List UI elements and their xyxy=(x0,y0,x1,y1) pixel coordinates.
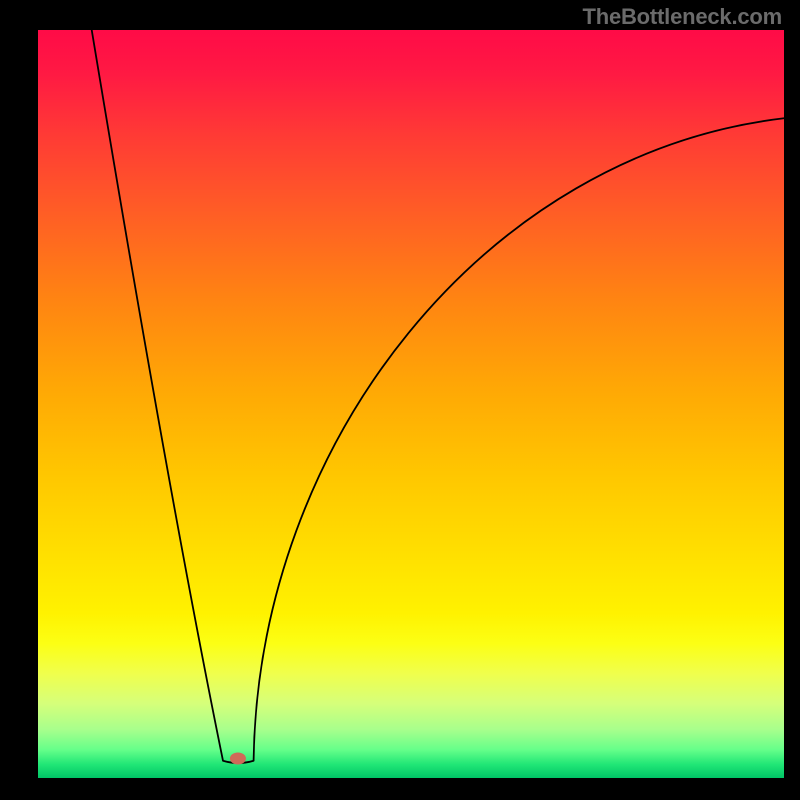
curve-layer xyxy=(38,30,784,778)
minimum-marker xyxy=(230,753,246,765)
plot-area xyxy=(38,30,784,778)
watermark-text: TheBottleneck.com xyxy=(582,4,782,30)
bottleneck-curve xyxy=(92,30,784,763)
chart-container: { "watermark": { "text": "TheBottleneck.… xyxy=(0,0,800,800)
